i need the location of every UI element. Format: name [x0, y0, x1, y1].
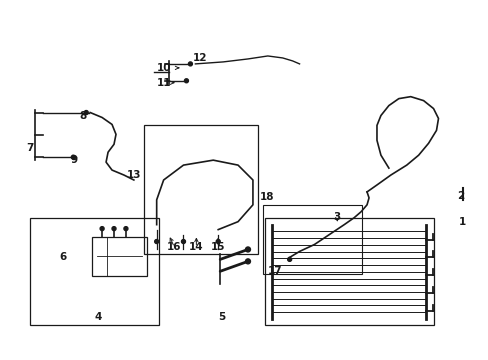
Text: 12: 12: [193, 53, 207, 63]
Circle shape: [154, 239, 158, 243]
Circle shape: [100, 227, 104, 231]
Text: 10: 10: [156, 63, 170, 73]
Text: 18: 18: [259, 192, 273, 202]
Bar: [143, 125, 257, 255]
Bar: [92, 237, 146, 276]
Circle shape: [184, 79, 188, 83]
Circle shape: [71, 155, 75, 159]
Text: 4: 4: [94, 312, 102, 322]
Bar: [30, 218, 158, 325]
Text: 9: 9: [71, 155, 78, 165]
Text: 13: 13: [126, 170, 141, 180]
Circle shape: [245, 247, 250, 252]
Text: 3: 3: [333, 212, 340, 222]
Text: 16: 16: [167, 243, 182, 252]
Text: 7: 7: [26, 143, 33, 153]
Text: 14: 14: [189, 243, 203, 252]
Text: 5: 5: [218, 312, 225, 322]
Text: 8: 8: [80, 111, 87, 121]
Text: 2: 2: [456, 191, 463, 201]
Text: 6: 6: [60, 252, 67, 262]
Circle shape: [245, 259, 250, 264]
Circle shape: [123, 227, 128, 231]
Text: 1: 1: [458, 217, 465, 227]
Circle shape: [216, 239, 220, 243]
Text: 11: 11: [156, 78, 170, 88]
Bar: [264, 218, 433, 325]
Circle shape: [181, 239, 185, 243]
Text: 17: 17: [267, 266, 282, 276]
Text: 15: 15: [210, 243, 225, 252]
Circle shape: [84, 111, 88, 114]
Circle shape: [287, 257, 291, 261]
Circle shape: [188, 62, 192, 66]
Bar: [263, 205, 361, 274]
Circle shape: [112, 227, 116, 231]
